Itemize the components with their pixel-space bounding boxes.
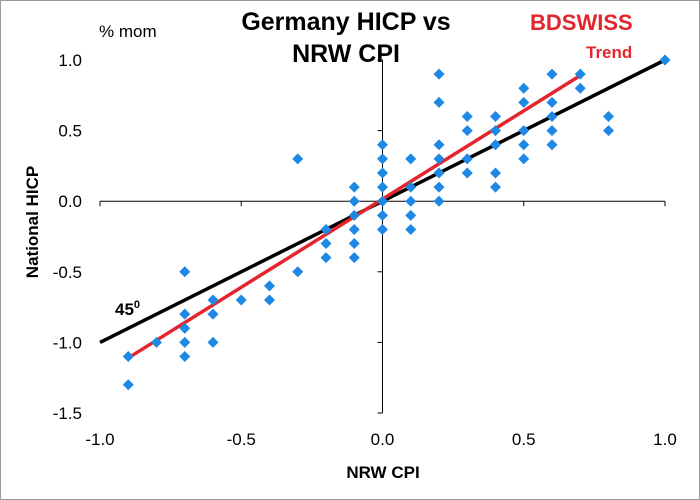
x-tick-label: 0.0 (371, 430, 395, 449)
data-point (348, 195, 360, 207)
data-point (603, 110, 614, 122)
data-point (122, 351, 134, 363)
annotation-45-text: 45 (115, 300, 134, 319)
data-point (207, 294, 219, 306)
data-point (348, 252, 360, 264)
data-point (348, 223, 360, 235)
data-point (433, 68, 445, 80)
data-point (348, 209, 360, 221)
data-point (292, 266, 304, 278)
data-point (405, 209, 417, 221)
data-point (518, 153, 530, 165)
chart-title-line-2: NRW CPI (292, 40, 400, 68)
data-point (179, 336, 191, 348)
data-point (122, 379, 134, 391)
data-point (546, 125, 558, 137)
data-point (574, 82, 586, 94)
data-point (264, 294, 275, 306)
data-point (461, 153, 473, 165)
data-point (546, 110, 558, 122)
data-point (546, 96, 558, 108)
data-point (433, 139, 445, 151)
data-point (659, 54, 671, 66)
data-point (179, 322, 191, 334)
data-points (122, 54, 671, 391)
logo-text: BDSWISS (530, 10, 633, 35)
data-point (405, 223, 417, 235)
data-point (574, 68, 586, 80)
y-axis-label: National HICP (23, 166, 42, 278)
data-point (433, 153, 445, 165)
data-point (377, 209, 388, 221)
data-point (377, 195, 388, 207)
data-point (179, 308, 191, 320)
y-tick-label: 1.0 (58, 51, 82, 70)
y-tick-label: -1.0 (53, 333, 82, 352)
data-point (235, 294, 247, 306)
data-point (207, 308, 219, 320)
data-point (461, 110, 473, 122)
data-point (433, 96, 445, 108)
y-tick-label: 0.0 (58, 192, 82, 211)
y-tick-label: -1.5 (53, 404, 82, 423)
data-point (320, 252, 332, 264)
data-point (264, 280, 275, 292)
data-point (207, 336, 219, 348)
y-tick-label: 0.5 (58, 122, 82, 141)
x-tick-label: 1.0 (653, 430, 677, 449)
data-point (490, 181, 501, 193)
data-point (320, 238, 332, 250)
y-tick-label: -0.5 (53, 263, 82, 282)
data-point (490, 167, 501, 179)
annotation-45-superscript: 0 (134, 299, 140, 311)
data-point (377, 139, 388, 151)
data-point (433, 167, 445, 179)
data-point (518, 125, 530, 137)
data-point (461, 125, 473, 137)
x-tick-label: 0.5 (512, 430, 536, 449)
data-point (348, 238, 360, 250)
data-point (377, 167, 388, 179)
data-point (433, 181, 445, 193)
data-point (490, 110, 501, 122)
data-point (518, 82, 530, 94)
data-point (151, 336, 162, 348)
y-unit-label: % mom (99, 22, 157, 41)
chart-title-line-1: Germany HICP vs (241, 8, 450, 36)
data-point (433, 195, 445, 207)
annotation-trend: Trend (586, 43, 632, 62)
data-point (490, 139, 501, 151)
data-point (546, 68, 558, 80)
data-point (292, 153, 304, 165)
data-point (405, 195, 417, 207)
data-point (518, 139, 530, 151)
data-point (320, 223, 332, 235)
data-point (405, 181, 417, 193)
annotation-45-degree: 450 (115, 299, 140, 319)
data-point (179, 266, 191, 278)
data-point (490, 125, 501, 137)
bdswiss-logo: BDSWISS (530, 10, 633, 35)
x-axis-label: NRW CPI (346, 463, 419, 482)
data-point (179, 351, 191, 363)
data-point (603, 125, 614, 137)
x-tick-label: -1.0 (85, 430, 114, 449)
data-point (348, 181, 360, 193)
data-point (377, 223, 388, 235)
data-point (377, 153, 388, 165)
tick-labels: -1.0 -0.5 0.0 0.5 1.01.00.50.0-0.5-1.0-1.5 (53, 51, 677, 449)
x-tick-label: -0.5 (227, 430, 256, 449)
data-point (546, 139, 558, 151)
data-point (377, 181, 388, 193)
data-point (461, 167, 473, 179)
data-point (518, 96, 530, 108)
data-point (405, 153, 417, 165)
